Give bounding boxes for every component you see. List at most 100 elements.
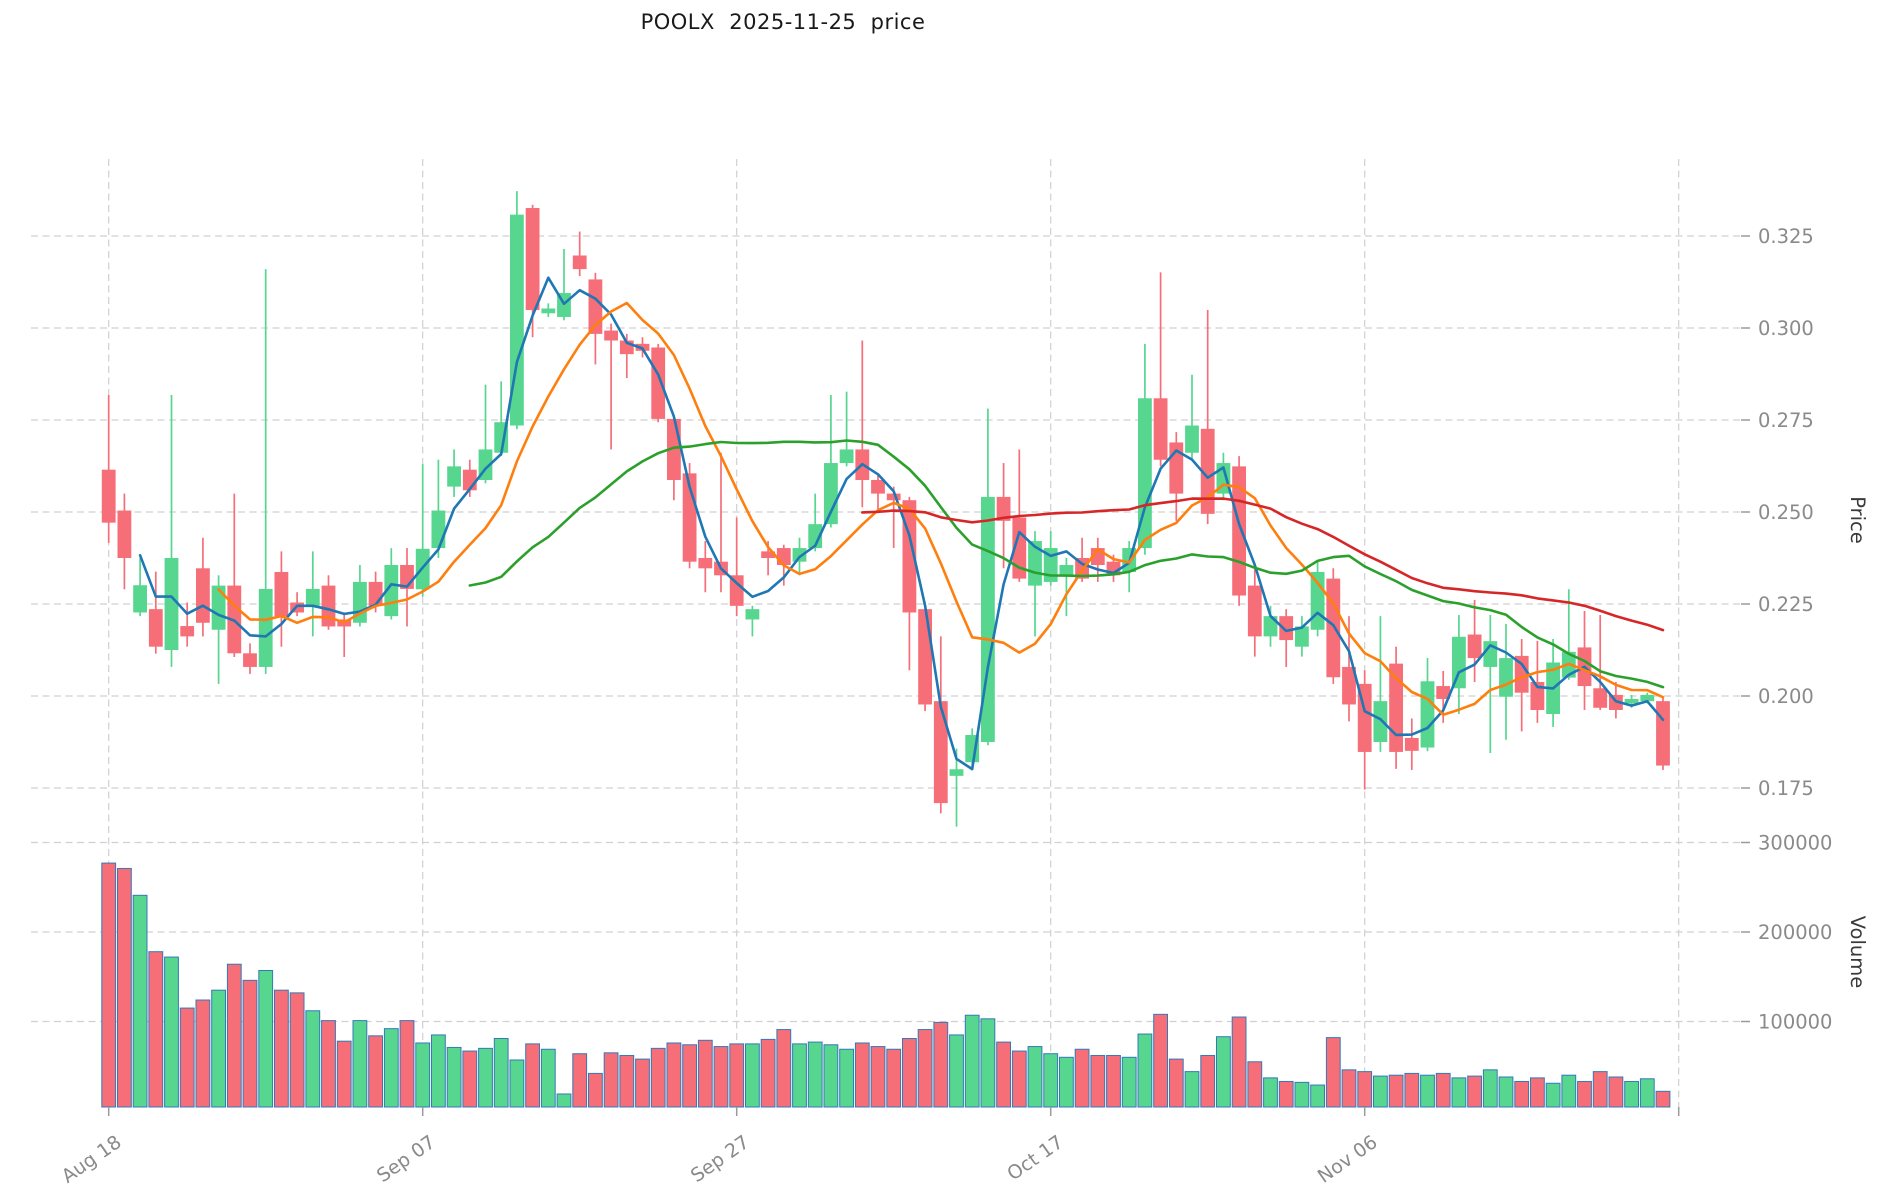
candle-body xyxy=(1514,655,1529,693)
volume-bar xyxy=(1027,1046,1043,1108)
axis-titles: Price Volume xyxy=(1846,496,1869,988)
volume-bar xyxy=(1011,1050,1027,1108)
x-tick-label: Nov 06 xyxy=(1314,1131,1382,1188)
price-tick-label: 0.250 xyxy=(1758,501,1814,524)
volume-bar xyxy=(305,1010,321,1108)
volume-bar xyxy=(368,1035,384,1108)
volume-bar xyxy=(336,1040,352,1108)
volume-bar xyxy=(1153,1013,1168,1108)
candle-body xyxy=(1593,688,1608,708)
volume-bar xyxy=(1341,1069,1357,1108)
volume-bar xyxy=(289,992,305,1108)
volume-bar xyxy=(556,1093,572,1108)
volume-axis: 100000 200000 300000 xyxy=(1741,832,1832,1034)
volume-bar xyxy=(1294,1081,1310,1108)
candle-body xyxy=(1012,517,1027,579)
volume-bar xyxy=(886,1048,902,1108)
volume-bar xyxy=(1216,1036,1231,1108)
volume-bar xyxy=(1655,1090,1671,1108)
candle-body xyxy=(1624,698,1639,704)
volume-tick-label: 300000 xyxy=(1758,832,1832,855)
volume-bar xyxy=(1514,1080,1530,1108)
candle-body xyxy=(431,510,446,549)
candle-body xyxy=(1185,425,1199,453)
price-tick-label: 0.275 xyxy=(1758,409,1814,432)
volume-bar xyxy=(807,1041,823,1108)
volume-bar xyxy=(540,1048,556,1108)
candle-body xyxy=(1373,701,1388,742)
volume-bar xyxy=(1106,1055,1121,1108)
volume-bar xyxy=(101,862,117,1108)
ma-line-3 xyxy=(138,276,1665,771)
volume-bar xyxy=(729,1043,745,1108)
candle-body xyxy=(949,769,964,776)
volume-bar xyxy=(1404,1072,1420,1108)
volume-bar xyxy=(964,1014,980,1108)
volume-bar xyxy=(902,1038,917,1108)
x-tick-label: Sep 27 xyxy=(687,1131,754,1187)
volume-bar xyxy=(823,1044,839,1108)
volume-bar xyxy=(1561,1074,1577,1108)
volume-tick-label: 200000 xyxy=(1758,921,1832,944)
x-tick-label: Aug 18 xyxy=(58,1131,126,1188)
candle-body xyxy=(996,496,1011,521)
volume-bar xyxy=(226,963,242,1108)
volume-bar xyxy=(1498,1076,1514,1108)
volume-bar xyxy=(179,1007,195,1108)
volume-bar xyxy=(650,1047,666,1108)
volume-bar xyxy=(1168,1058,1184,1108)
candle-body xyxy=(1656,701,1670,766)
candle-body xyxy=(321,585,336,627)
candle-body xyxy=(1059,564,1074,576)
volume-bar xyxy=(352,1020,368,1108)
candle-body xyxy=(1153,398,1168,460)
candle-body xyxy=(541,308,556,314)
volume-bar xyxy=(1263,1077,1278,1108)
candle-body xyxy=(1310,571,1325,630)
volume-bar xyxy=(949,1034,964,1108)
volume-bar xyxy=(1247,1061,1263,1108)
candle-body xyxy=(1326,578,1341,678)
volume-bar xyxy=(1357,1071,1373,1108)
candle-body xyxy=(1452,636,1466,689)
candle-body xyxy=(305,588,320,606)
ma-line-8 xyxy=(217,301,1665,716)
volume-bar xyxy=(1467,1075,1482,1108)
candle-body xyxy=(1200,428,1215,514)
volume-bar xyxy=(525,1043,541,1108)
volume-bar xyxy=(462,1050,478,1108)
price-tick-label: 0.300 xyxy=(1758,317,1814,340)
volume-bar xyxy=(164,956,179,1108)
volume-bar xyxy=(132,894,148,1108)
candle-body xyxy=(1342,666,1356,705)
volume-bar xyxy=(619,1055,635,1108)
volume-bar xyxy=(1121,1056,1137,1108)
volume-bar xyxy=(603,1052,619,1108)
volume-tick-label: 100000 xyxy=(1758,1011,1832,1034)
candle-body xyxy=(525,208,540,310)
candle-body xyxy=(1467,634,1482,659)
chart-title: POOLX 2025-11-25 price xyxy=(640,10,926,34)
volume-bars xyxy=(101,862,1671,1108)
volume-bar xyxy=(1577,1080,1592,1108)
candle-body xyxy=(745,609,760,620)
volume-bar xyxy=(1388,1074,1404,1108)
volume-bar xyxy=(1592,1071,1608,1108)
candle-body xyxy=(133,585,147,613)
gridlines xyxy=(31,159,1741,1107)
candle-body xyxy=(1295,626,1309,647)
volume-bar xyxy=(1545,1082,1561,1108)
volume-bar xyxy=(117,867,132,1108)
volume-bar xyxy=(792,1043,807,1108)
volume-bar xyxy=(697,1039,713,1108)
price-tick-label: 0.325 xyxy=(1758,225,1814,248)
volume-bar xyxy=(148,951,164,1108)
candle-body xyxy=(164,558,179,650)
candle-body xyxy=(1404,737,1419,751)
volume-bar xyxy=(1608,1076,1624,1108)
volume-bar xyxy=(399,1020,415,1108)
ma-line-24 xyxy=(468,439,1665,689)
candle-body xyxy=(808,524,823,549)
candle-body xyxy=(211,585,226,630)
volume-bar xyxy=(1310,1084,1325,1108)
